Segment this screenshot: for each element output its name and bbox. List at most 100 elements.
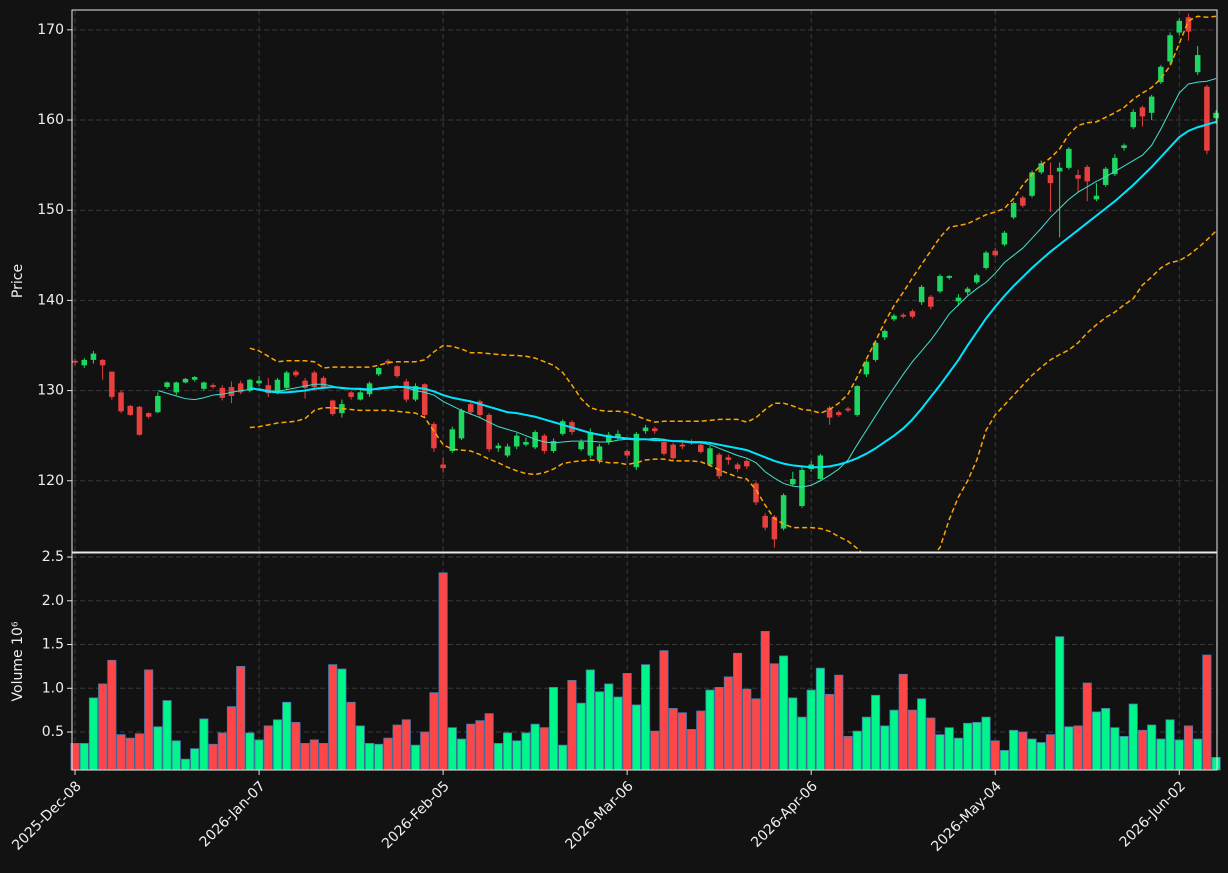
y-axis-label: Volume 10⁶ <box>10 621 26 701</box>
volume-bar <box>364 743 375 771</box>
volume-bar <box>1045 734 1055 771</box>
volume-bar <box>677 712 687 771</box>
candle-body <box>734 464 741 470</box>
volume-bar <box>1183 725 1194 771</box>
volume-bar <box>1119 736 1129 771</box>
candle-body <box>1038 163 1045 173</box>
candle-body <box>274 379 281 393</box>
volume-bar <box>1202 654 1212 771</box>
volume-bar <box>1174 739 1184 771</box>
volume-bar <box>981 716 991 771</box>
y-tick-label: 1.0 <box>42 680 64 696</box>
y-tick-label: 130 <box>37 383 64 399</box>
candle-body <box>1121 145 1127 148</box>
candle-body <box>872 342 879 360</box>
candle-body <box>780 495 787 529</box>
indicator-line <box>249 230 1217 552</box>
candle-body <box>762 515 768 528</box>
volume-bar <box>107 659 117 771</box>
candle-body <box>164 382 170 387</box>
candle-body <box>1112 157 1118 175</box>
candle-body <box>228 386 235 396</box>
candle-body <box>201 382 207 389</box>
volume-bar <box>733 652 743 771</box>
panel-frame <box>71 552 1218 771</box>
volume-bar <box>226 706 237 771</box>
candle-body <box>679 444 686 447</box>
volume-bar <box>604 683 614 771</box>
candle-body <box>900 314 906 317</box>
volume-bar <box>502 732 513 771</box>
volume-bar <box>1055 636 1065 771</box>
candle-body <box>109 371 115 397</box>
candle-body <box>247 379 253 391</box>
candle-body <box>256 380 262 384</box>
volume-bar <box>410 744 421 771</box>
volume-bar <box>134 733 144 771</box>
candle-body <box>670 444 676 459</box>
candle-body <box>458 410 465 439</box>
volume-bar <box>631 704 641 771</box>
volume-bar <box>162 700 172 771</box>
volume-bar <box>641 664 651 771</box>
volume-bar <box>484 713 494 771</box>
candle-body <box>265 385 272 394</box>
candle-body <box>81 359 87 366</box>
candle-body <box>403 381 410 400</box>
candle-body <box>145 413 152 417</box>
volume-bar <box>760 631 770 771</box>
volume-bar <box>1073 725 1083 771</box>
volume-bar <box>383 737 393 771</box>
y-tick-label: 120 <box>37 473 64 489</box>
candle-body <box>983 252 989 268</box>
volume-bar <box>190 748 200 771</box>
y-tick-label: 140 <box>37 292 64 308</box>
candle-body <box>173 382 180 393</box>
volume-bar <box>282 701 292 771</box>
volume-bar <box>180 758 191 771</box>
candle-body <box>928 296 934 307</box>
volume-bar <box>153 726 163 771</box>
volume-bar <box>1128 703 1138 771</box>
volume-bar <box>245 732 255 771</box>
candle-body <box>946 276 952 278</box>
y-tick-label: 160 <box>37 112 64 128</box>
candle-body <box>477 401 483 415</box>
y-tick-label: 150 <box>37 202 64 218</box>
candle-body <box>836 412 842 415</box>
volume-bar <box>171 740 181 771</box>
candle-body <box>992 250 998 256</box>
volume-bar <box>834 674 844 771</box>
volume-bar <box>530 723 540 771</box>
candle-body <box>937 276 943 292</box>
candle-body <box>1176 20 1183 33</box>
candle-body <box>661 441 667 454</box>
candle-body <box>210 385 216 387</box>
volume-bar <box>355 725 365 771</box>
candle-body <box>624 450 630 456</box>
volume-bar <box>88 697 98 771</box>
candle-body <box>744 460 750 467</box>
candle-body <box>559 421 566 434</box>
candle-body <box>974 275 980 283</box>
candle-body <box>587 432 594 456</box>
candle-body <box>440 464 446 469</box>
volume-bar <box>898 673 908 771</box>
volume-bar <box>1091 711 1101 771</box>
volume-bar <box>521 732 531 771</box>
candle-body <box>845 408 851 411</box>
candle-body <box>854 386 860 415</box>
y-tick-label: 0.5 <box>42 724 64 740</box>
volume-bar <box>861 716 871 771</box>
volume-bar <box>687 729 697 771</box>
candle-body <box>191 377 198 380</box>
volume-bar <box>420 731 430 771</box>
volume-bar <box>917 698 927 771</box>
candle-body <box>799 469 805 507</box>
candle-body <box>504 446 511 456</box>
volume-bar <box>1110 727 1120 771</box>
candle-body <box>136 406 143 435</box>
candle-body <box>891 315 897 320</box>
candle-body <box>90 353 97 360</box>
